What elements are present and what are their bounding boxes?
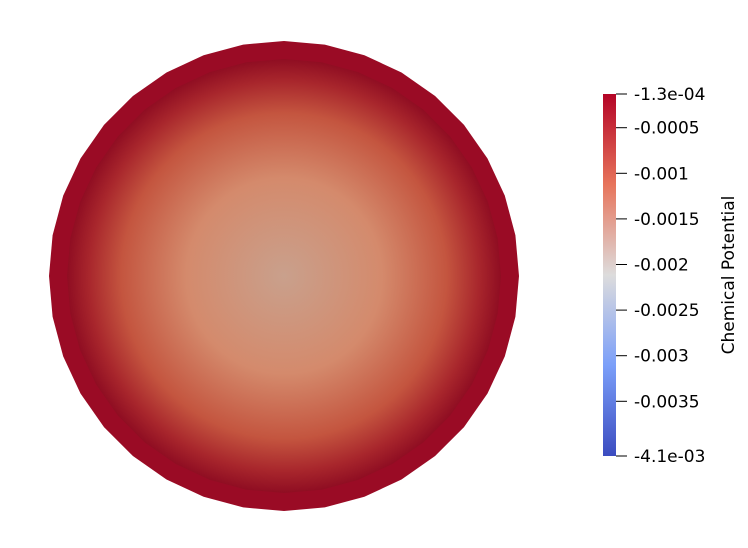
color-bar-tick-label: -0.003 — [634, 347, 689, 367]
color-bar-title: Chemical Potential — [719, 196, 739, 355]
color-bar-tick-label: -1.3e-04 — [634, 85, 705, 105]
color-bar-tick-label: -0.001 — [634, 164, 689, 184]
color-bar-tick-label: -0.0035 — [634, 392, 700, 412]
color-bar-tick-label: -0.0015 — [634, 210, 700, 230]
color-bar-tick-label: -0.0025 — [634, 301, 700, 321]
sphere-surface — [67, 59, 501, 493]
color-legend-bar: -1.3e-04 -0.0005 -0.001 -0.0015 -0.002 -0.002… — [603, 85, 739, 467]
color-gradient-strip — [603, 94, 616, 456]
color-bar-tick-label: -4.1e-03 — [634, 447, 705, 467]
color-bar-tick-label: -0.0005 — [634, 119, 700, 139]
color-bar-tick-label: -0.002 — [634, 256, 689, 276]
